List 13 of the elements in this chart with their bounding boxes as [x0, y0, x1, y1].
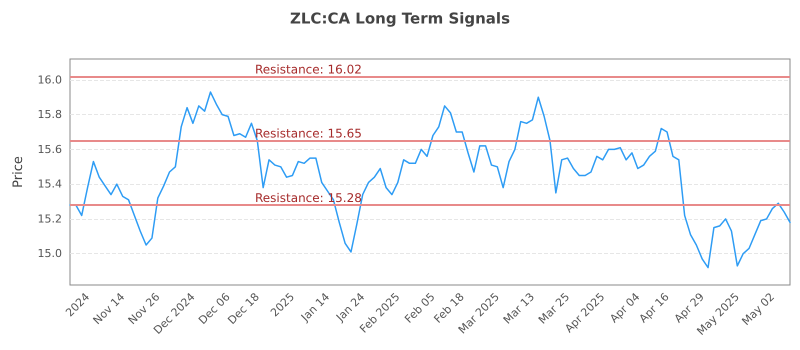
- y-tick-label: 15.8: [38, 108, 62, 122]
- x-tick-label: Jan 14: [298, 290, 332, 325]
- x-tick-label: Mar 13: [500, 290, 538, 327]
- y-tick-label: 15.6: [38, 142, 62, 156]
- y-axis-title: Price: [11, 156, 26, 188]
- y-tick-label: 15.2: [38, 212, 62, 226]
- y-tick-label: 16.0: [38, 73, 62, 86]
- chart-title: ZLC:CA Long Term Signals: [290, 10, 510, 28]
- line-series: [69, 91, 791, 268]
- ref-line-label: Resistance: 15.65: [255, 126, 362, 141]
- y-tick-label: 15.4: [38, 178, 62, 191]
- y-tick-label: 15.0: [38, 247, 62, 260]
- ref-line-label: Resistance: 16.02: [255, 62, 362, 76]
